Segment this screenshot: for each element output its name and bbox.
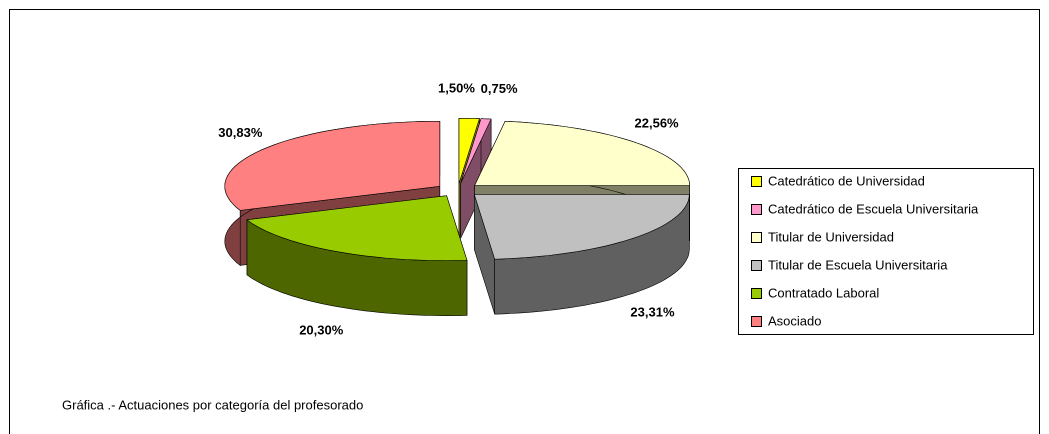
legend-box	[738, 168, 1034, 335]
legend-label: Contratado Laboral	[768, 285, 879, 300]
value-label: 23,31%	[630, 304, 675, 319]
value-label: 30,83%	[218, 125, 263, 140]
chart-frame	[9, 9, 1040, 434]
legend-label: Asociado	[768, 313, 821, 328]
legend-label: Titular de Universidad	[768, 229, 894, 244]
legend-swatch	[751, 176, 762, 187]
value-label: 0,75%	[481, 81, 518, 96]
legend-swatch	[751, 288, 762, 299]
legend-label: Titular de Escuela Universitaria	[768, 257, 948, 272]
value-label: 20,30%	[299, 323, 344, 338]
slice	[246, 195, 468, 262]
slice	[474, 120, 690, 186]
value-label: 1,50%	[438, 81, 475, 96]
caption: Gráfica .- Actuaciones por categoría del…	[62, 397, 363, 412]
value-label: 22,56%	[635, 115, 680, 130]
slice	[460, 118, 492, 184]
legend-label: Catedrático de Universidad	[768, 173, 925, 188]
legend-swatch	[751, 260, 762, 271]
legend-label: Catedrático de Escuela Universitaria	[768, 201, 979, 216]
legend-swatch	[751, 316, 762, 327]
legend-swatch	[751, 232, 762, 243]
slice	[473, 194, 690, 260]
slice	[458, 118, 480, 184]
slice	[224, 121, 441, 211]
legend-swatch	[751, 204, 762, 215]
